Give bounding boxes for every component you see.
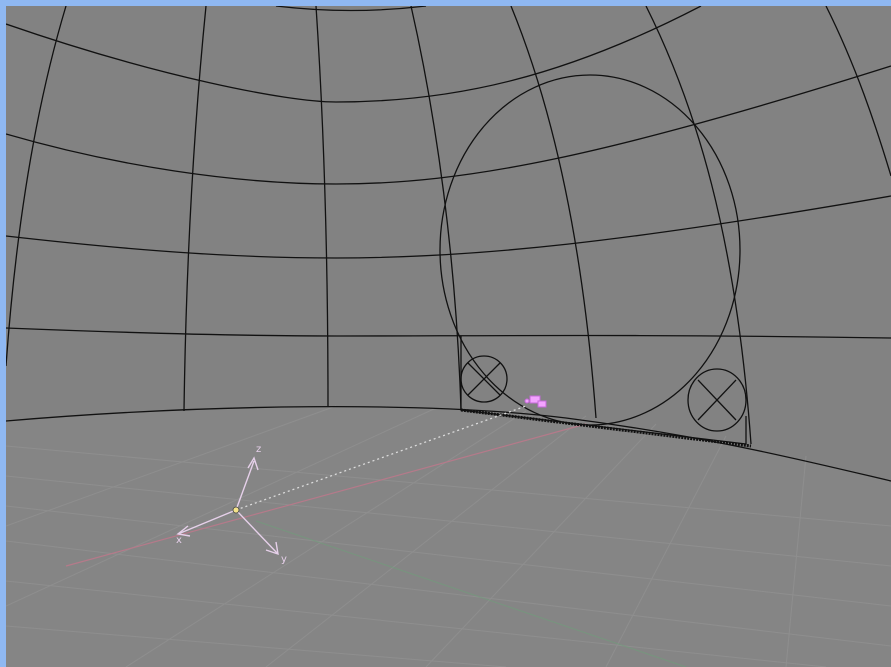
box-base-wire — [460, 336, 747, 445]
gizmo-x-label: x — [176, 535, 182, 546]
gizmo-z-label: z — [256, 444, 261, 455]
floor-plane — [6, 406, 891, 667]
floor-x-axis — [65, 423, 587, 567]
parent-relation-line — [235, 405, 527, 511]
small-sphere-left[interactable] — [460, 355, 508, 403]
floor-y-axis — [255, 520, 687, 667]
ground-grid — [6, 405, 891, 667]
gizmo-x-arrow — [177, 509, 237, 535]
wireframe-dome — [6, 6, 891, 482]
axis-gizmo[interactable]: z x y — [176, 444, 287, 565]
gizmo-z-arrow — [235, 460, 255, 511]
gizmo-y-label: y — [281, 554, 287, 565]
box-floor-edge — [460, 408, 752, 448]
gizmo-origin — [232, 506, 240, 514]
3d-viewport[interactable]: z x y — [6, 6, 891, 667]
viewport-canvas[interactable]: z x y — [6, 6, 891, 667]
gizmo-y-arrow — [235, 509, 279, 555]
selected-object-marker[interactable] — [524, 395, 547, 408]
small-sphere-right[interactable] — [687, 368, 747, 432]
